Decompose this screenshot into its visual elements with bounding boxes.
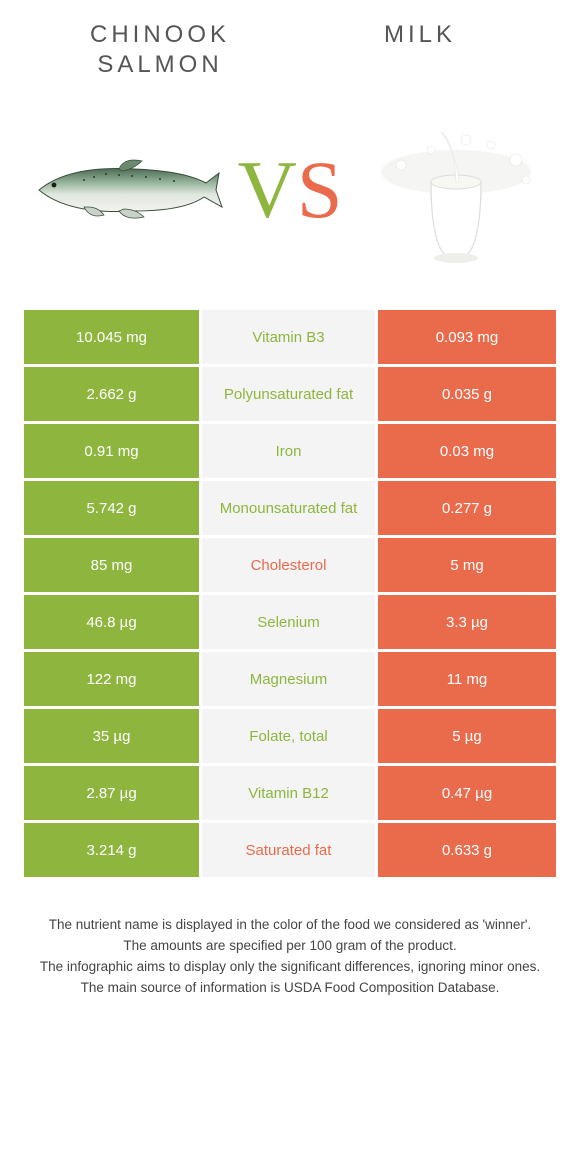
footnotes: The nutrient name is displayed in the co… bbox=[0, 880, 580, 999]
table-row: 5.742 gMonounsaturated fat0.277 g bbox=[24, 481, 556, 538]
nutrient-label: Folate, total bbox=[202, 709, 378, 763]
value-left: 2.87 µg bbox=[24, 766, 202, 820]
images-row: VS bbox=[0, 80, 580, 310]
nutrient-label: Polyunsaturated fat bbox=[202, 367, 378, 421]
header: Chinook salmon Milk bbox=[0, 0, 580, 80]
value-left: 85 mg bbox=[24, 538, 202, 592]
value-left: 2.662 g bbox=[24, 367, 202, 421]
table-row: 46.8 µgSelenium3.3 µg bbox=[24, 595, 556, 652]
table-row: 122 mgMagnesium11 mg bbox=[24, 652, 556, 709]
nutrient-label: Cholesterol bbox=[202, 538, 378, 592]
salmon-icon bbox=[24, 155, 224, 225]
value-left: 5.742 g bbox=[24, 481, 202, 535]
footnote-line: The infographic aims to display only the… bbox=[30, 957, 550, 978]
title-right: Milk bbox=[290, 20, 550, 50]
table-row: 3.214 gSaturated fat0.633 g bbox=[24, 823, 556, 880]
value-right: 0.633 g bbox=[378, 823, 556, 877]
value-left: 0.91 mg bbox=[24, 424, 202, 478]
value-left: 35 µg bbox=[24, 709, 202, 763]
table-row: 85 mgCholesterol5 mg bbox=[24, 538, 556, 595]
table-row: 35 µgFolate, total5 µg bbox=[24, 709, 556, 766]
nutrient-label: Vitamin B3 bbox=[202, 310, 378, 364]
vs-s: S bbox=[297, 149, 343, 231]
table-row: 10.045 mgVitamin B30.093 mg bbox=[24, 310, 556, 367]
value-left: 46.8 µg bbox=[24, 595, 202, 649]
value-right: 5 µg bbox=[378, 709, 556, 763]
value-right: 0.277 g bbox=[378, 481, 556, 535]
table-row: 2.662 gPolyunsaturated fat0.035 g bbox=[24, 367, 556, 424]
nutrient-label: Iron bbox=[202, 424, 378, 478]
value-right: 11 mg bbox=[378, 652, 556, 706]
nutrient-label: Vitamin B12 bbox=[202, 766, 378, 820]
table-row: 2.87 µgVitamin B120.47 µg bbox=[24, 766, 556, 823]
image-left-slot bbox=[20, 110, 228, 270]
nutrient-label: Magnesium bbox=[202, 652, 378, 706]
value-right: 0.093 mg bbox=[378, 310, 556, 364]
value-right: 0.035 g bbox=[378, 367, 556, 421]
nutrient-label: Monounsaturated fat bbox=[202, 481, 378, 535]
header-left: Chinook salmon bbox=[30, 20, 290, 80]
footnote-line: The nutrient name is displayed in the co… bbox=[30, 915, 550, 936]
nutrient-label: Selenium bbox=[202, 595, 378, 649]
vs-label: VS bbox=[238, 149, 343, 231]
title-left: Chinook salmon bbox=[30, 20, 290, 80]
value-left: 3.214 g bbox=[24, 823, 202, 877]
milk-icon bbox=[371, 110, 541, 270]
value-left: 10.045 mg bbox=[24, 310, 202, 364]
value-right: 5 mg bbox=[378, 538, 556, 592]
value-right: 3.3 µg bbox=[378, 595, 556, 649]
value-right: 0.47 µg bbox=[378, 766, 556, 820]
header-right: Milk bbox=[290, 20, 550, 50]
image-right-slot bbox=[352, 110, 560, 270]
footnote-line: The amounts are specified per 100 gram o… bbox=[30, 936, 550, 957]
comparison-table: 10.045 mgVitamin B30.093 mg2.662 gPolyun… bbox=[22, 310, 558, 880]
nutrient-label: Saturated fat bbox=[202, 823, 378, 877]
vs-v: V bbox=[238, 149, 297, 231]
table-row: 0.91 mgIron0.03 mg bbox=[24, 424, 556, 481]
footnote-line: The main source of information is USDA F… bbox=[30, 978, 550, 999]
value-right: 0.03 mg bbox=[378, 424, 556, 478]
value-left: 122 mg bbox=[24, 652, 202, 706]
